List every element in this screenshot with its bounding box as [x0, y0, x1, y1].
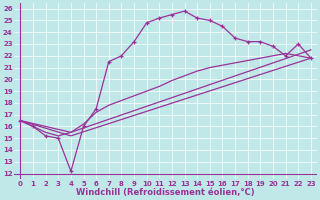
- X-axis label: Windchill (Refroidissement éolien,°C): Windchill (Refroidissement éolien,°C): [76, 188, 255, 197]
